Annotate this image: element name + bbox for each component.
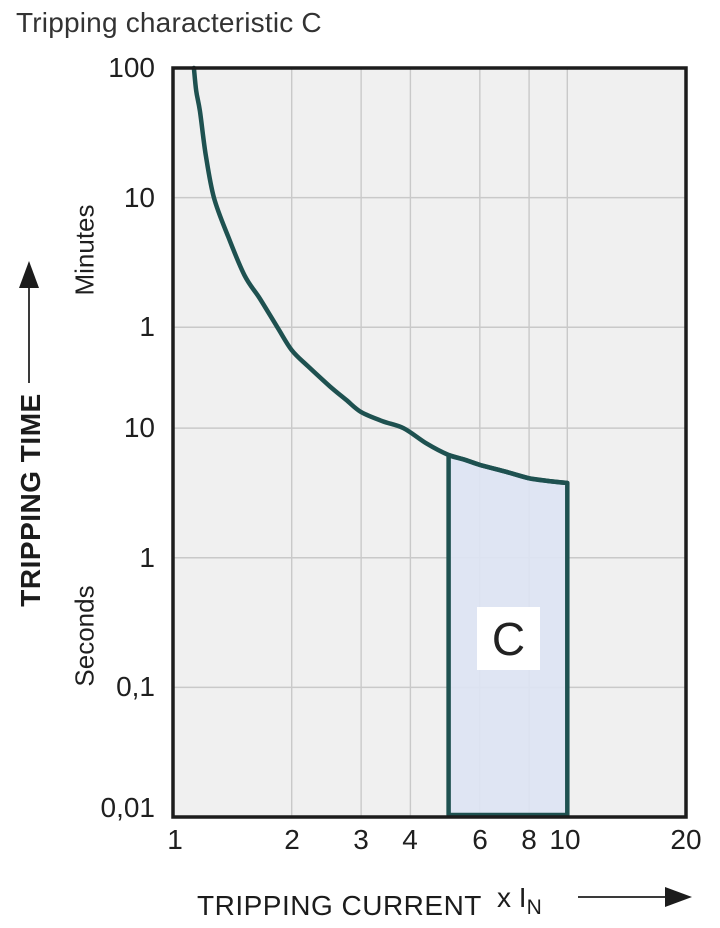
x-tick-label: 2 — [284, 824, 300, 855]
x-tick-label: 20 — [670, 824, 702, 855]
x-tick-label: 4 — [402, 824, 418, 855]
y-tick-label: 100 — [108, 52, 155, 83]
minutes-unit-label: Minutes — [69, 204, 100, 296]
y-tick-label: 10 — [123, 182, 155, 213]
tripping-curve — [191, 65, 570, 486]
right-arrow-icon — [578, 887, 692, 907]
y-tick-label: 0,1 — [116, 671, 155, 702]
y-tick-label: 10 — [123, 412, 155, 443]
y-tick-label: 1 — [139, 311, 155, 342]
x-tick-label: 3 — [353, 824, 369, 855]
subscript-n: N — [526, 896, 542, 919]
plot-border — [171, 66, 688, 819]
y-tick-label: 0,01 — [100, 792, 156, 823]
gridlines — [173, 68, 686, 817]
x-axis-unit: x IN — [497, 882, 542, 919]
up-arrow-icon — [19, 261, 39, 383]
y-axis-title: TRIPPING TIME — [15, 393, 46, 607]
x-axis-title: TRIPPING CURRENT — [197, 890, 482, 921]
x-tick-label: 6 — [472, 824, 488, 855]
chart-title: Tripping characteristic C — [16, 7, 322, 38]
band-label-c: C — [477, 607, 540, 670]
y-tick-label: 1 — [139, 542, 155, 573]
seconds-unit-label: Seconds — [69, 585, 100, 687]
x-tick-label: 1 — [167, 824, 183, 855]
x-tick-label: 10 — [549, 824, 581, 855]
x-tick-label: 8 — [521, 824, 537, 855]
